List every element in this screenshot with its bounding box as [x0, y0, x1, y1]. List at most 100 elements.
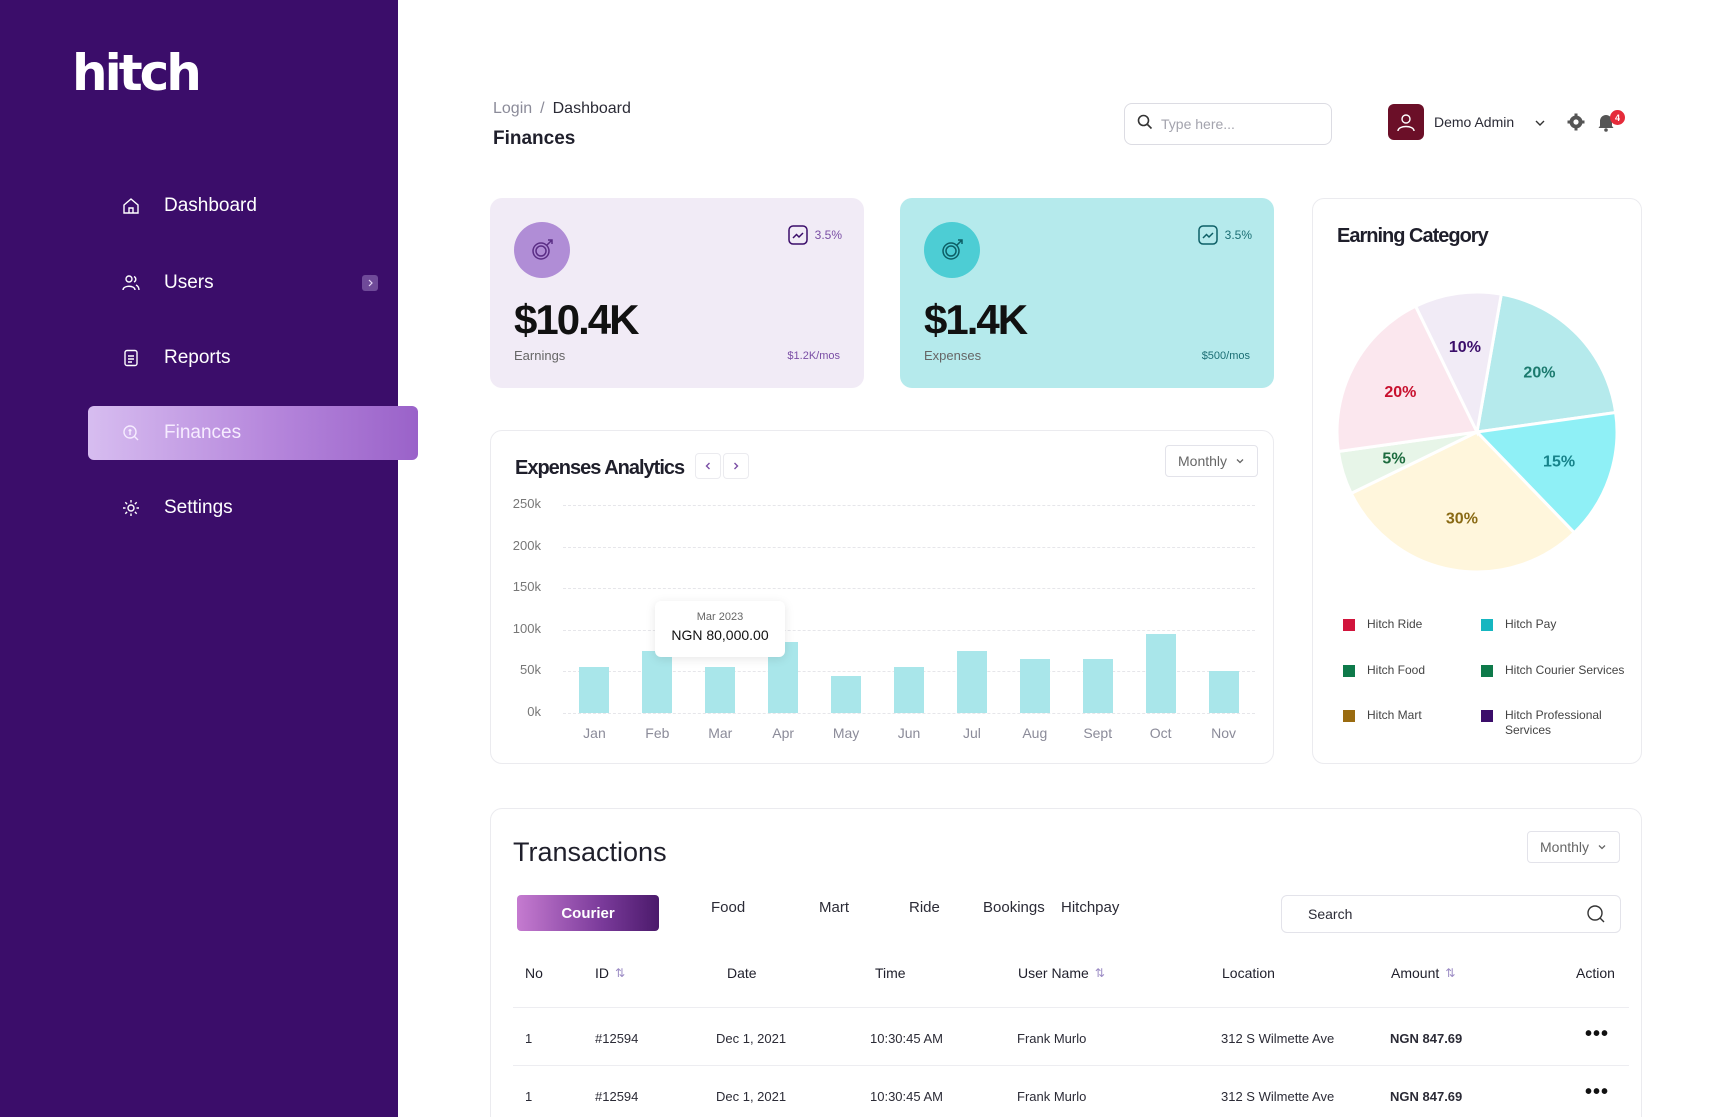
column-amount[interactable]: Amount ⇅ [1391, 965, 1455, 981]
y-tick-label: 250k [512, 496, 541, 511]
column-id-label: ID [595, 965, 609, 981]
expenses-per-month: $500/mos [1201, 350, 1250, 362]
expenses-amount: $1.4K [924, 296, 1028, 343]
bar-sept[interactable] [1082, 658, 1113, 713]
pie-slice[interactable] [1475, 292, 1618, 434]
earnings-card: 3.5% $10.4K Earnings $1.2K/mos [490, 198, 864, 388]
transactions-card: Transactions Monthly Courier Food Mart R… [490, 808, 1642, 1117]
pie-slice-label: 30% [1446, 510, 1478, 527]
row-divider [513, 1065, 1629, 1066]
prev-button[interactable] [695, 453, 721, 479]
tab-mart[interactable]: Mart [819, 899, 849, 916]
bar-aug[interactable] [1019, 658, 1050, 713]
gear-icon [120, 497, 142, 519]
bar-jun[interactable] [894, 667, 924, 713]
sidebar-item-reports[interactable]: Reports [88, 332, 418, 384]
x-tick-label: Oct [1149, 725, 1172, 741]
pie-slice[interactable] [1473, 410, 1619, 535]
grid-line [563, 546, 1255, 548]
cell-amount: NGN 847.69 [1390, 1089, 1463, 1104]
trend-up-icon [787, 225, 808, 245]
avatar[interactable] [1388, 104, 1424, 140]
sidebar-item-settings[interactable]: Settings [88, 482, 418, 534]
breadcrumb-parent[interactable]: Login [493, 100, 533, 117]
earning-category-title: Earning Category [1337, 225, 1489, 247]
earnings-amount: $10.4K [514, 296, 639, 343]
legend-swatch [1481, 665, 1493, 677]
bar-nov[interactable] [1208, 671, 1239, 713]
user-name[interactable]: Demo Admin [1434, 114, 1515, 130]
y-tick-label: 100k [512, 620, 541, 636]
bar-jan[interactable] [579, 667, 610, 713]
pie-slice-label: 10% [1449, 339, 1481, 356]
expenses-analytics-card: Expenses Analytics Monthly 0k 50k 100k 150k… [490, 430, 1274, 764]
next-button[interactable] [723, 453, 749, 479]
column-location: Location [1222, 965, 1275, 981]
earnings-trend-value: 3.5% [814, 228, 842, 242]
row-divider [513, 1007, 1629, 1008]
tab-bookings[interactable]: Bookings [983, 899, 1045, 916]
tab-food[interactable]: Food [711, 899, 746, 916]
transactions-search-input[interactable]: Search [1281, 895, 1621, 933]
transaction-tabs: Courier Food Mart Ride Bookings Hitchpay… [513, 881, 1623, 933]
transactions-period-dropdown[interactable]: Monthly [1527, 831, 1621, 863]
dollar-icon [514, 222, 570, 278]
sort-icon[interactable]: ⇅ [615, 966, 626, 980]
dollar-icon [924, 222, 980, 278]
cell-date: Dec 1, 2021 [716, 1031, 787, 1046]
search-input[interactable]: Type here... [1124, 103, 1332, 145]
legend-item[interactable]: Hitch Courier Services [1481, 663, 1635, 678]
sort-icon[interactable]: ⇅ [1094, 966, 1105, 980]
tab-ride[interactable]: Ride [909, 899, 940, 916]
legend-label: Hitch Courier Services [1505, 663, 1625, 677]
sidebar-item-users[interactable]: Users [88, 257, 418, 309]
sidebar-item-dashboard[interactable]: Dashboard [88, 180, 418, 232]
tab-hitchpay[interactable]: Hitchpay [1061, 899, 1120, 916]
sort-icon[interactable]: ⇅ [1445, 966, 1456, 980]
expenses-card: 3.5% $1.4K Expenses $500/mos [900, 198, 1274, 388]
finance-icon [120, 422, 142, 444]
bar-mar[interactable] [705, 667, 736, 713]
column-user-name[interactable]: User Name ⇅ [1018, 965, 1105, 981]
earning-pie-chart: 20% 15% 30% 5% 20% 10% [1335, 290, 1619, 574]
grid-line [563, 588, 1255, 590]
sidebar-item-finances[interactable]: Finances [88, 406, 418, 460]
sidebar: hitch Dashboard Users Reports Finances S… [0, 0, 418, 1117]
column-id[interactable]: ID ⇅ [595, 965, 625, 981]
x-tick-label: Aug [1022, 725, 1048, 741]
tab-courier[interactable]: Courier [517, 895, 659, 931]
legend-item[interactable]: Hitch Professional Services [1481, 708, 1635, 738]
bar-may[interactable] [831, 675, 862, 713]
breadcrumb-separator: / [540, 100, 545, 117]
pie-slice[interactable] [1413, 290, 1504, 437]
gear-icon[interactable] [1566, 112, 1586, 137]
analytics-title: Expenses Analytics [515, 457, 685, 479]
cell-location: 312 S Wilmette Ave [1221, 1089, 1335, 1104]
search-icon[interactable] [1586, 904, 1606, 927]
legend-swatch [1343, 665, 1355, 677]
more-actions-icon[interactable]: ••• [1585, 1023, 1610, 1045]
cell-user: Frank Murlo [1017, 1089, 1087, 1104]
period-dropdown-label: Monthly [1540, 839, 1590, 855]
earnings-trend: 3.5% [787, 224, 842, 246]
tooltip-date: Mar 2023 [696, 611, 744, 623]
chevron-down-icon[interactable] [1534, 116, 1546, 134]
bar-oct[interactable] [1145, 633, 1176, 713]
home-icon [120, 195, 142, 217]
pie-slice[interactable] [1335, 304, 1480, 454]
legend-item[interactable]: Hitch Food [1343, 663, 1497, 678]
chevron-left-icon [705, 462, 710, 470]
bell-icon[interactable] [1597, 112, 1615, 137]
legend-item[interactable]: Hitch Mart [1343, 708, 1497, 723]
legend-item[interactable]: Hitch Ride [1343, 617, 1497, 632]
more-actions-icon[interactable]: ••• [1585, 1081, 1610, 1103]
chevron-right-icon[interactable] [362, 275, 378, 291]
period-dropdown[interactable]: Monthly [1165, 445, 1259, 477]
bar-jul[interactable] [956, 650, 987, 713]
brand-logo[interactable]: hitch [72, 44, 202, 102]
legend-item[interactable]: Hitch Pay [1481, 617, 1635, 632]
x-tick-label: Apr [772, 725, 795, 741]
bar-feb[interactable] [642, 650, 673, 713]
earnings-per-month: $1.2K/mos [787, 350, 840, 362]
expenses-label: Expenses [924, 348, 982, 363]
